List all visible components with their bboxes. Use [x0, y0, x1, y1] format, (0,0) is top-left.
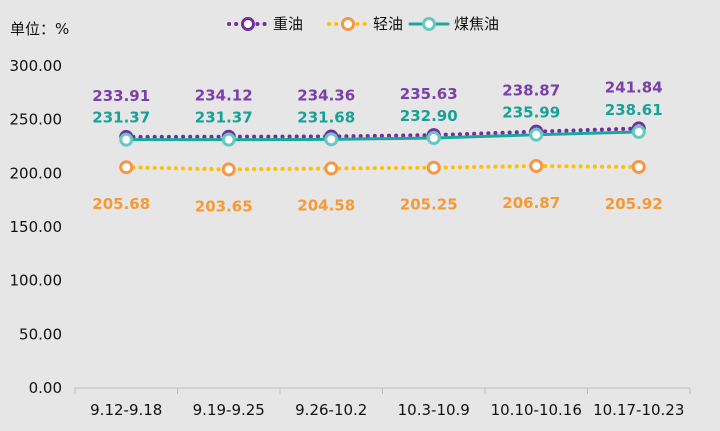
data-label: 238.61	[605, 101, 663, 119]
data-point	[119, 132, 134, 147]
x-tick-label: 10.10-10.16	[491, 401, 582, 419]
data-point	[426, 131, 441, 146]
legend-marker	[422, 17, 436, 31]
data-label: 231.37	[92, 109, 150, 127]
data-point	[631, 124, 646, 139]
y-axis: 0.00 50.00 100.00 150.00 200.00 250.00 300.00	[10, 57, 63, 397]
data-label: 235.63	[400, 85, 458, 103]
y-tick-label: 0.00	[29, 379, 62, 397]
x-tick-label: 10.3-10.9	[398, 401, 470, 419]
data-point	[324, 132, 339, 147]
data-label: 232.90	[400, 107, 458, 125]
x-tick-label: 9.19-9.25	[193, 401, 265, 419]
y-tick-label: 150.00	[10, 218, 63, 236]
data-label: 234.12	[195, 87, 253, 105]
legend-marker	[341, 17, 355, 31]
series-3: 231.37 231.37 231.68 232.90 235.99 238.61	[92, 101, 663, 147]
x-tick-label: 9.12-9.18	[90, 401, 162, 419]
data-point	[631, 159, 646, 174]
data-label: 238.87	[502, 82, 560, 100]
data-label: 231.37	[195, 109, 253, 127]
y-unit-label: 单位：%	[10, 20, 69, 38]
legend-label: 重油	[273, 15, 303, 33]
data-label: 204.58	[297, 196, 355, 214]
legend-item-1: 重油	[227, 15, 303, 33]
x-tick-label: 10.17-10.23	[593, 401, 684, 419]
x-axis: 9.12-9.18 9.19-9.25 9.26-10.2 10.3-10.9 10.1…	[74, 387, 691, 419]
series-line	[124, 163, 641, 172]
data-point	[221, 162, 236, 177]
legend-item-3: 煤焦油	[408, 15, 499, 33]
legend-label: 轻油	[373, 15, 403, 33]
data-point	[119, 160, 134, 175]
legend-item-2: 轻油	[327, 15, 403, 33]
y-tick-label: 300.00	[10, 57, 63, 75]
plot-area: 233.91 234.12 234.36 235.63 238.87 241.84 205.…	[92, 78, 662, 215]
data-point	[324, 161, 339, 176]
data-label: 235.99	[502, 104, 560, 122]
data-label: 205.92	[605, 195, 663, 213]
legend: 重油 轻油 煤焦油	[227, 15, 499, 33]
data-point	[426, 160, 441, 175]
data-label: 234.36	[297, 86, 355, 104]
data-point	[529, 127, 544, 142]
legend-marker	[241, 17, 255, 31]
data-label: 233.91	[92, 87, 150, 105]
legend-label: 煤焦油	[454, 15, 499, 33]
x-tick-label: 9.26-10.2	[295, 401, 367, 419]
y-tick-label: 50.00	[19, 325, 62, 343]
series-line	[124, 126, 641, 139]
data-label: 241.84	[605, 78, 663, 96]
series-2: 205.68 203.65 204.58 205.25 206.87 205.92	[92, 158, 663, 215]
y-tick-label: 200.00	[10, 164, 63, 182]
data-label: 231.68	[297, 108, 355, 126]
data-label: 205.68	[92, 195, 150, 213]
data-point	[221, 132, 236, 147]
y-tick-label: 250.00	[10, 111, 63, 129]
data-label: 203.65	[195, 197, 253, 215]
series-line	[124, 130, 641, 142]
data-label: 206.87	[502, 194, 560, 212]
data-point	[529, 158, 544, 173]
data-label: 205.25	[400, 196, 458, 214]
y-tick-label: 100.00	[10, 272, 63, 290]
